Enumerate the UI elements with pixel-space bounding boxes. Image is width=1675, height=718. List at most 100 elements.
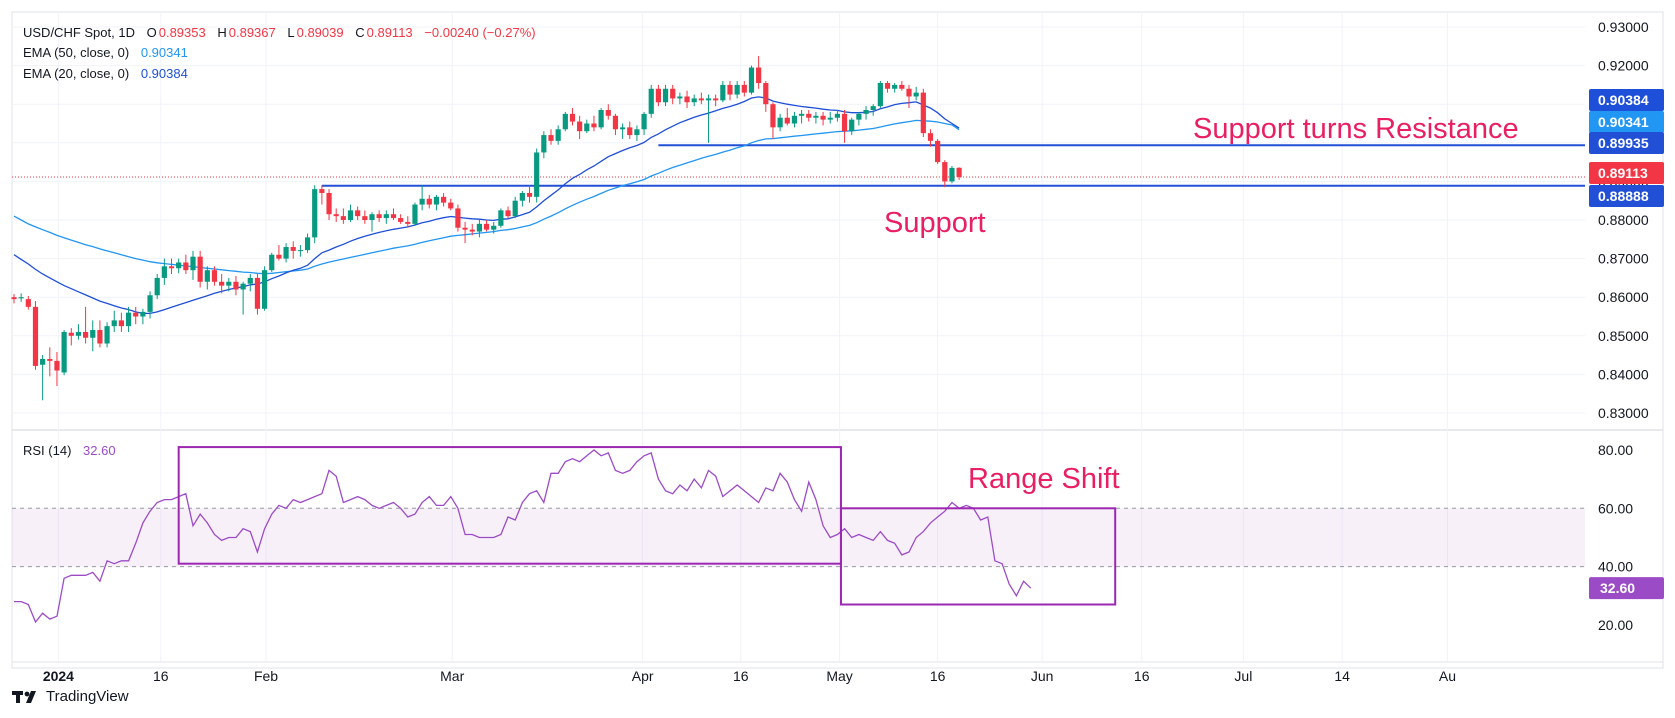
candle-body [176, 262, 182, 269]
candle-body [240, 283, 246, 290]
candle-body [577, 121, 583, 132]
candle-body [569, 113, 576, 122]
price-tick-label: 0.92000 [1598, 58, 1649, 74]
candle-body [691, 98, 697, 103]
main-pane-overlays [12, 144, 1585, 187]
time-tick-label: Au [1439, 668, 1456, 684]
candle-body [340, 216, 346, 220]
candle-body [791, 115, 798, 124]
candle-body [920, 92, 926, 134]
candle-body [290, 247, 296, 251]
candle-body [355, 210, 361, 217]
candle-body [935, 140, 941, 163]
open-value: 0.89353 [158, 25, 206, 40]
candle-body [612, 115, 619, 130]
time-tick-label: Apr [632, 668, 654, 684]
candle-body [211, 270, 218, 282]
rsi-tick-label: 40.00 [1598, 559, 1633, 575]
price-tick-label: 0.84000 [1598, 366, 1649, 382]
support-annotation: Support [884, 207, 986, 239]
candle-body [262, 270, 268, 309]
candle-body [526, 192, 533, 197]
candle-body [32, 306, 39, 366]
candle-body [698, 98, 704, 101]
candle-body [827, 117, 833, 120]
candle-body [47, 358, 53, 361]
candle-body [219, 281, 225, 286]
price-tick-label: 0.87000 [1598, 251, 1649, 267]
price-axis-badge-label: 0.90341 [1598, 114, 1649, 130]
ema50-value: 0.90341 [140, 45, 188, 60]
candle-body [942, 162, 948, 182]
time-tick-label: 14 [1334, 668, 1350, 684]
candle-body [226, 281, 232, 286]
candle-body [18, 297, 24, 299]
candle-body [627, 127, 633, 136]
candlestick-series [11, 55, 962, 401]
candle-body [820, 115, 826, 120]
candle-body [426, 198, 432, 205]
close-label: C [355, 25, 365, 40]
candle-body [899, 84, 905, 89]
candle-body [376, 214, 382, 219]
close-value: 0.89113 [366, 25, 413, 40]
candle-body [204, 270, 210, 282]
rsi-legend: RSI (14) 32.60 [23, 443, 116, 458]
time-tick-label: 16 [1134, 668, 1150, 684]
candle-body [111, 320, 117, 327]
price-axis-badge [1589, 89, 1664, 111]
brand-name: TradingView [46, 688, 129, 705]
rsi-tick-label: 60.00 [1598, 500, 1633, 516]
candle-body [870, 106, 876, 110]
rsi-value: 32.60 [83, 443, 116, 458]
candle-body [319, 189, 325, 193]
candle-body [233, 281, 239, 290]
candle-body [799, 113, 805, 116]
candle-body [441, 196, 447, 203]
time-tick-label: 16 [733, 668, 749, 684]
time-tick-label: Feb [254, 668, 278, 684]
candle-body [813, 115, 819, 118]
candle-body [620, 127, 626, 130]
ema50-label: EMA (50, close, 0) [23, 45, 130, 60]
candle-body [956, 167, 962, 178]
candle-body [247, 277, 253, 284]
low-label: L [287, 25, 295, 40]
candle-body [83, 331, 89, 338]
candle-body [748, 67, 755, 93]
rsi-axis-badge [1589, 577, 1664, 600]
ema20-label: EMA (20, close, 0) [23, 66, 130, 81]
candle-body [849, 119, 855, 132]
chart-annotations: Support turns Resistance Support Range Shi… [884, 89, 1664, 600]
candle-body [462, 227, 468, 230]
candle-body [677, 96, 683, 99]
candle-body [705, 98, 712, 101]
time-tick-label: 16 [153, 668, 169, 684]
candle-body [283, 247, 289, 259]
candle-body [584, 123, 590, 132]
candle-body [841, 113, 848, 132]
candle-body [455, 208, 461, 228]
candle-body [777, 117, 783, 128]
range-shift-annotation: Range Shift [968, 463, 1120, 495]
rsi-label: RSI (14) [23, 443, 72, 458]
candle-body [834, 113, 840, 118]
candle-body [605, 109, 611, 116]
time-tick-label: Mar [440, 668, 464, 684]
price-axis-badge-label: 0.90384 [1598, 92, 1649, 108]
candle-body [312, 189, 318, 238]
candle-body [483, 223, 490, 230]
low-value: 0.89039 [296, 25, 344, 40]
tradingview-brand[interactable]: TradingView [12, 688, 129, 705]
rsi-tick-label: 80.00 [1598, 442, 1633, 458]
candle-body [25, 299, 31, 307]
candle-body [713, 98, 719, 101]
candle-body [61, 331, 67, 373]
candle-body [770, 104, 776, 128]
candle-body [906, 88, 912, 97]
candle-body [634, 129, 640, 136]
candle-body [276, 254, 282, 259]
candle-body [641, 113, 647, 130]
candle-body [54, 360, 60, 371]
